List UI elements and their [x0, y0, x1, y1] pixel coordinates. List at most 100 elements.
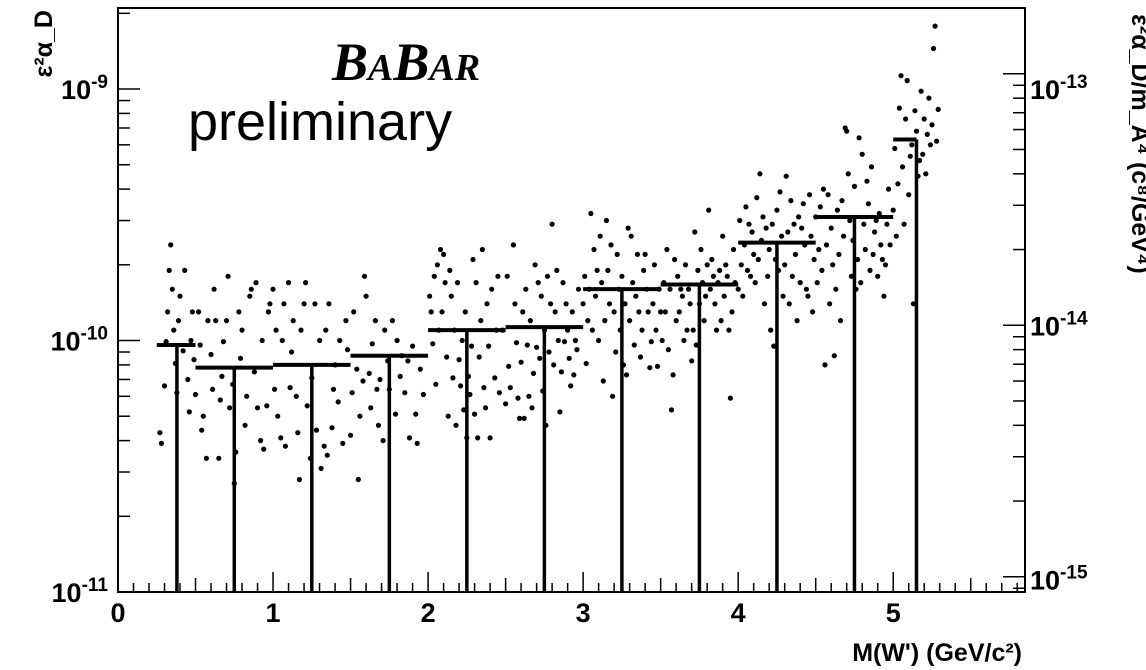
data-point	[253, 280, 259, 286]
data-point	[789, 273, 796, 279]
data-point	[337, 337, 343, 344]
data-point	[363, 293, 369, 299]
data-point	[934, 138, 940, 144]
data-point	[535, 280, 541, 286]
data-point	[575, 286, 582, 292]
data-point	[171, 327, 177, 333]
data-point	[672, 256, 678, 263]
data-point	[709, 256, 715, 263]
data-point	[217, 397, 223, 403]
data-point	[844, 128, 850, 134]
data-point	[375, 422, 382, 428]
data-point	[261, 446, 267, 452]
data-point	[847, 217, 853, 224]
data-point	[645, 309, 651, 315]
y-tick-label: 10-9	[61, 72, 108, 105]
data-point	[875, 273, 881, 279]
data-point	[873, 217, 879, 224]
data-point	[872, 229, 878, 235]
data-point	[882, 262, 889, 268]
data-point	[794, 318, 800, 324]
data-point	[623, 372, 630, 378]
data-point	[636, 309, 642, 315]
data-point	[788, 198, 794, 204]
data-point	[825, 192, 831, 198]
data-point	[563, 301, 569, 307]
data-point	[369, 341, 375, 347]
data-point	[859, 151, 865, 157]
data-point	[529, 405, 535, 411]
data-point	[797, 280, 803, 286]
data-point	[724, 273, 730, 279]
data-point	[721, 293, 727, 299]
data-point	[662, 309, 668, 315]
data-point	[561, 339, 568, 345]
data-point	[348, 432, 354, 438]
data-point	[281, 301, 287, 307]
data-point	[904, 78, 910, 84]
data-point	[374, 386, 380, 392]
data-point	[458, 383, 464, 389]
data-point	[836, 251, 842, 257]
data-point	[703, 293, 709, 299]
data-point	[441, 251, 447, 257]
data-point	[653, 327, 659, 333]
data-point	[701, 318, 707, 324]
data-point	[799, 225, 805, 231]
data-point	[901, 221, 907, 227]
data-point	[434, 262, 440, 268]
data-point	[265, 309, 271, 315]
data-point	[754, 195, 760, 201]
data-point	[783, 173, 789, 179]
data-point	[748, 273, 754, 279]
data-point	[523, 286, 529, 292]
x-tick-label: 0	[110, 598, 125, 628]
data-point	[827, 301, 833, 307]
data-point	[163, 339, 169, 345]
data-point	[923, 171, 929, 177]
data-point	[546, 349, 552, 355]
data-point	[413, 411, 419, 417]
data-point	[247, 293, 253, 299]
data-point	[216, 455, 222, 461]
data-point	[420, 391, 426, 398]
data-point	[301, 301, 307, 307]
data-point	[687, 301, 693, 307]
data-point	[205, 318, 211, 324]
data-point	[800, 201, 806, 207]
data-point	[270, 286, 276, 292]
data-point	[932, 23, 938, 29]
data-point	[780, 293, 786, 299]
data-point	[654, 363, 661, 369]
data-point	[890, 207, 896, 213]
data-point	[637, 354, 644, 360]
data-point	[896, 105, 903, 111]
data-point	[517, 415, 523, 421]
data-point	[555, 337, 561, 344]
data-point	[749, 229, 755, 235]
x-tick-label: 2	[421, 598, 436, 628]
data-point	[177, 293, 183, 299]
data-point	[279, 337, 285, 344]
data-point	[335, 399, 341, 405]
data-point	[552, 309, 558, 315]
data-point	[405, 358, 411, 364]
data-point	[622, 301, 628, 307]
data-point	[453, 422, 459, 428]
data-point	[237, 355, 244, 361]
data-point	[503, 401, 509, 407]
data-point	[886, 186, 892, 192]
data-point	[248, 286, 254, 292]
data-point	[467, 391, 473, 398]
data-point	[642, 251, 648, 257]
data-point	[603, 217, 610, 224]
data-point	[343, 318, 349, 324]
data-point	[816, 246, 822, 253]
data-point	[718, 318, 724, 324]
x-tick-label: 4	[731, 598, 746, 628]
data-point	[566, 355, 572, 361]
data-point	[744, 267, 751, 273]
data-point	[349, 390, 355, 396]
data-point	[608, 242, 614, 248]
data-point	[774, 207, 780, 213]
